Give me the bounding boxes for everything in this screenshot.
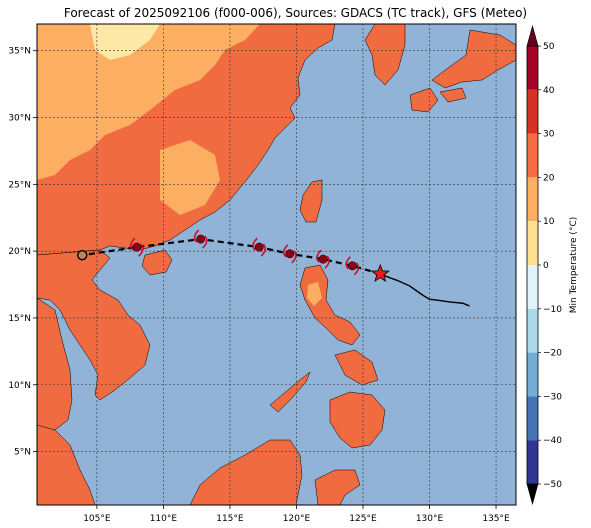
colorbar-band: [527, 133, 538, 178]
land-sulawesi: [314, 469, 361, 505]
colorbar-max-extend: [526, 24, 539, 47]
lat-tick-label: 25°N: [8, 180, 31, 190]
colorbar-band: [527, 308, 538, 353]
land-japan-kyushu: [409, 87, 439, 113]
land-hainan: [141, 249, 173, 276]
lat-tick-label: 15°N: [8, 314, 31, 324]
storm-symbol-arc: [138, 243, 144, 257]
final-position-marker: [77, 249, 88, 261]
colorbar-band: [527, 352, 538, 397]
storm-symbol-arc: [193, 229, 200, 243]
colorbar-tick-label: 40: [543, 86, 555, 96]
lon-tick-label: 125°E: [349, 514, 377, 524]
colorbar-min-extend: [526, 483, 539, 506]
storm-symbol-arc: [129, 237, 136, 251]
colorbar-band: [527, 221, 538, 265]
lat-tick-label: 10°N: [8, 381, 31, 391]
colorbar-band: [527, 89, 538, 134]
land-japan-north: [431, 29, 516, 89]
colorbar-band: [527, 440, 538, 484]
colorbar-tick-label: 10: [543, 217, 555, 227]
colorbar-band: [527, 177, 538, 222]
longitude-ticks: 105°E 110°E 115°E 120°E 125°E 130°E 135°E: [83, 505, 510, 524]
lat-tick-label: 35°N: [8, 47, 31, 57]
storm-symbol-arc: [316, 249, 322, 263]
colorbar-tick-label: −50: [543, 480, 562, 490]
colorbar-band: [527, 46, 538, 90]
map-title: Forecast of 2025092106 (f000-006), Sourc…: [63, 6, 528, 20]
storm-symbol-arc: [291, 250, 297, 264]
storm-symbol-arc: [324, 255, 330, 269]
forecast-point-marker: [132, 242, 142, 252]
land-palawan: [269, 371, 311, 413]
latitude-ticks: 5°N 10°N 15°N 20°N 25°N 30°N 35°N: [8, 47, 37, 458]
forecast-track-line: [82, 238, 381, 275]
storm-symbol-arc: [260, 243, 267, 257]
forecast-point-marker: [196, 234, 206, 244]
lat-tick-label: 5°N: [14, 448, 31, 458]
forecast-point-marker: [254, 242, 264, 252]
land-borneo: [189, 439, 303, 505]
forecast-point-marker: [285, 249, 295, 259]
land-mindanao: [329, 391, 386, 449]
tc-track: [77, 229, 470, 307]
colorbar-tick-label: −20: [543, 349, 562, 359]
colorbar-tick-label: 30: [543, 130, 555, 140]
colorbar-tick-label: 50: [543, 42, 555, 52]
colorbar-band: [527, 265, 538, 309]
current-position-star: [370, 263, 390, 283]
lon-tick-label: 135°E: [482, 514, 510, 524]
forecast-point-marker: [347, 261, 357, 271]
land-mild-northwest: [90, 24, 160, 60]
forecast-point-marker: [318, 254, 328, 264]
land-malay: [37, 424, 96, 505]
colorbar-tick-label: 20: [543, 173, 555, 183]
colorbar-tick-label: 0: [543, 261, 549, 271]
lon-tick-label: 105°E: [83, 514, 111, 524]
lon-tick-label: 130°E: [416, 514, 444, 524]
land-indochina: [37, 249, 151, 401]
lon-tick-label: 120°E: [283, 514, 311, 524]
observed-track-line: [382, 274, 470, 307]
lat-tick-label: 30°N: [8, 114, 31, 124]
land-korea: [364, 24, 406, 86]
land-luzon-warm: [307, 282, 322, 306]
lat-tick-label: 20°N: [8, 247, 31, 257]
lon-tick-label: 115°E: [216, 514, 244, 524]
storm-symbol-arc: [345, 256, 351, 270]
land-taiwan: [299, 179, 323, 223]
land-visayas: [334, 349, 379, 386]
map-frame: [36, 23, 517, 506]
storm-symbol-arc: [282, 244, 289, 258]
storm-symbol-arc: [252, 237, 258, 251]
colorbar-label: Min Temperature (°C): [569, 217, 579, 314]
lon-tick-label: 110°E: [150, 514, 178, 524]
colorbar-tick-label: −10: [543, 305, 562, 315]
storm-symbol-arc: [202, 235, 208, 249]
storm-symbol-arc: [353, 262, 360, 276]
land-japan-shikoku: [439, 87, 467, 103]
colorbar-tick-label: −30: [543, 392, 562, 402]
map-area[interactable]: [36, 23, 517, 506]
land-warm-north: [37, 24, 260, 180]
colorbar-band: [527, 396, 538, 441]
land-warm-inner: [160, 140, 220, 215]
map-gridlines: [37, 24, 516, 505]
colorbar-tick-label: −40: [543, 436, 562, 446]
colorbar: 50 40 30 20 10 0 −10 −20 −30 −40 −50 Min Temperatur…: [526, 24, 579, 506]
